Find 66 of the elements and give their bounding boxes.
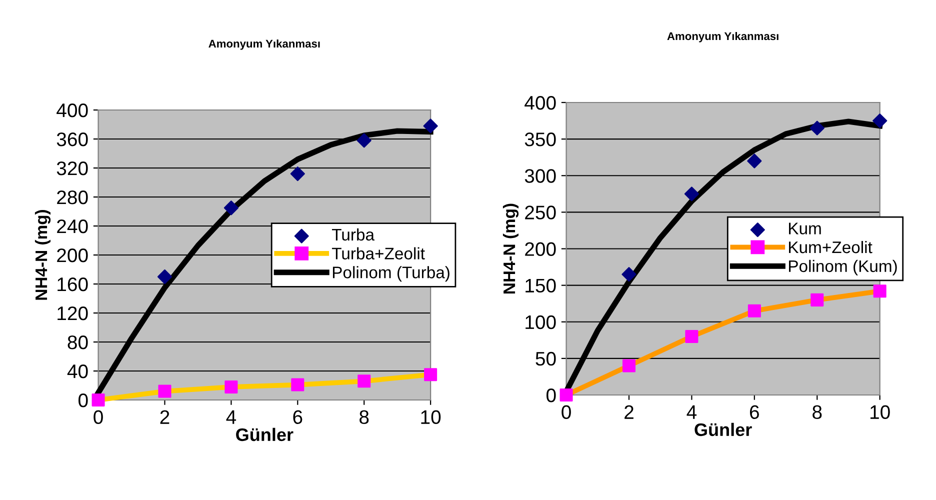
x-tick-label: 2 (160, 410, 170, 424)
x-axis-title: Günler (694, 422, 752, 436)
x-tick-label: 0 (94, 410, 103, 424)
point (560, 388, 573, 402)
point (291, 378, 304, 392)
point (356, 133, 372, 148)
point (157, 269, 172, 284)
y-tick-label: 350 (524, 132, 556, 146)
y-tick-label: 160 (58, 277, 88, 292)
x-axis-title: Günler (236, 428, 294, 442)
legend-label: Polinom (Turba) (332, 266, 450, 282)
point (622, 267, 636, 282)
x-tick-label: 6 (750, 405, 759, 420)
point (810, 293, 824, 306)
point (224, 200, 238, 216)
y-tick-label: 100 (526, 315, 556, 330)
point (423, 118, 438, 134)
chart-title: Amonyum Yıkanması (208, 39, 320, 50)
x-tick-label: 10 (421, 410, 441, 424)
y-tick-label: 200 (525, 242, 556, 256)
point (158, 384, 172, 398)
point (872, 114, 888, 128)
x-tick-label: 2 (624, 405, 634, 419)
x-tick-label: 8 (812, 405, 822, 420)
point (424, 368, 438, 382)
y-axis-title: NH4-N (mg) (502, 204, 519, 294)
y-tick-label: 400 (56, 103, 88, 118)
point (873, 284, 886, 298)
point (748, 304, 761, 318)
y-tick-label: 360 (56, 132, 88, 146)
y-tick-label: 40 (67, 364, 88, 378)
point (290, 166, 305, 182)
chart-title: Amonyum Yıkanması (667, 32, 778, 42)
y-tick-label: 0 (78, 393, 88, 408)
y-tick-label: 280 (57, 190, 88, 204)
y-tick-label: 50 (536, 352, 556, 366)
y-tick-label: 0 (546, 388, 556, 402)
x-tick-label: 4 (226, 410, 236, 424)
legend-label: Polinom (Kum) (789, 260, 897, 276)
point (224, 380, 238, 394)
point (92, 393, 105, 407)
y-axis-title: NH4-N (mg) (34, 210, 51, 300)
point (685, 330, 698, 344)
x-tick-label: 4 (686, 405, 697, 419)
y-tick-label: 300 (524, 169, 556, 183)
x-tick-label: 10 (870, 405, 890, 420)
y-tick-label: 150 (526, 278, 556, 293)
y-tick-label: 250 (525, 206, 556, 220)
y-tick-label: 240 (57, 219, 88, 234)
y-tick-label: 120 (58, 306, 88, 320)
y-tick-label: 320 (56, 161, 88, 176)
point (358, 374, 371, 388)
x-tick-label: 6 (293, 410, 302, 424)
point (810, 120, 824, 136)
point (747, 154, 762, 168)
y-tick-label: 200 (57, 248, 88, 262)
legend-label: Kum+Zeolit (789, 240, 872, 254)
legend-label: Turba+Zeolit (332, 247, 425, 260)
point (684, 186, 699, 202)
legend-label: Kum (789, 222, 821, 234)
legend-label: Turba (332, 228, 375, 241)
x-tick-label: 8 (360, 410, 369, 424)
y-tick-label: 400 (524, 96, 556, 110)
point (622, 359, 636, 372)
x-tick-label: 0 (562, 405, 571, 420)
y-tick-label: 80 (68, 335, 88, 350)
